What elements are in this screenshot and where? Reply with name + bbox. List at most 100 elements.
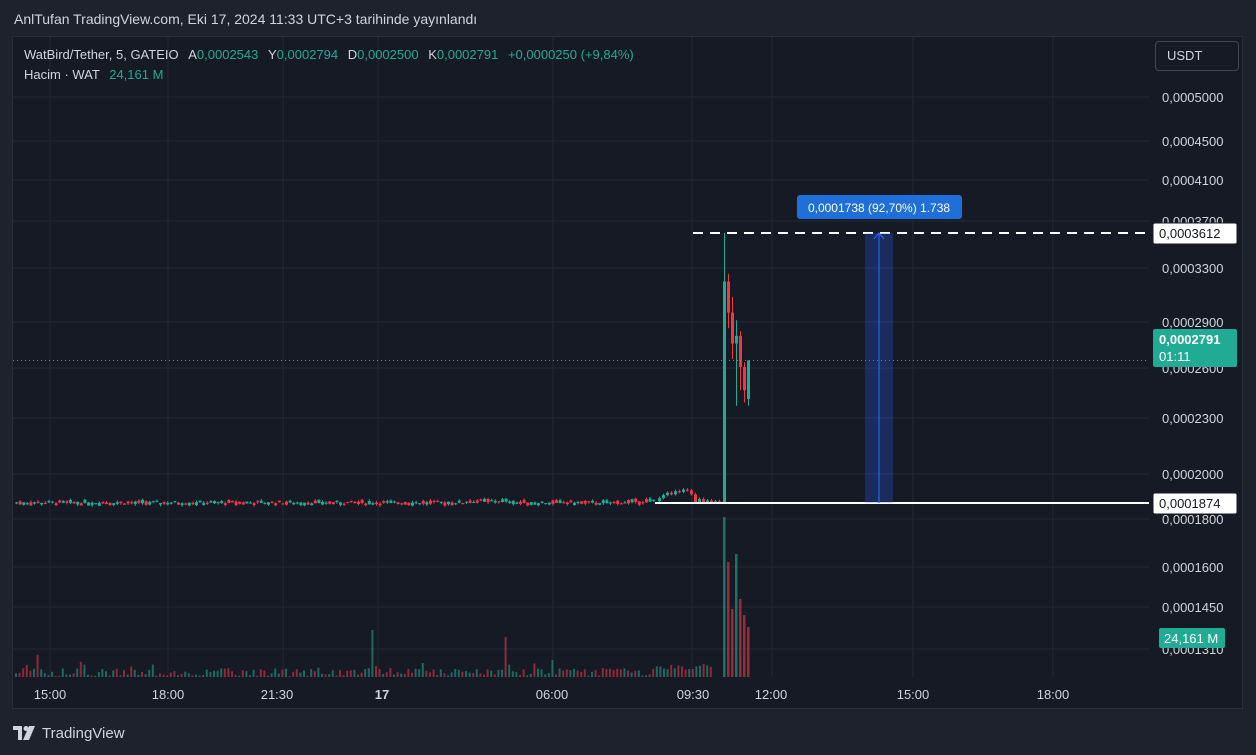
volume-bar — [619, 669, 622, 677]
candle — [666, 491, 669, 497]
volume-bar — [137, 674, 140, 677]
candle-body — [69, 499, 72, 503]
candle — [141, 498, 144, 505]
volume-bar — [691, 669, 694, 677]
tradingview-logo[interactable]: TradingView — [13, 723, 125, 743]
volume-bar — [295, 669, 298, 677]
volume-bar — [447, 675, 449, 677]
candle — [144, 500, 148, 506]
candle — [601, 499, 605, 505]
price-axis-tick: 0,0001800 — [1162, 512, 1223, 527]
candle — [87, 501, 90, 506]
candle-body — [490, 500, 494, 502]
candle — [540, 501, 544, 504]
volume-bar — [15, 673, 17, 677]
volume-bar — [54, 675, 57, 677]
volume-bar — [731, 609, 734, 677]
candle-body — [634, 498, 638, 502]
volume-bar — [421, 662, 424, 677]
volume-value: 24,161 M — [109, 67, 164, 82]
time-axis-tick: 18:00 — [152, 687, 185, 702]
volume-bar — [339, 670, 341, 677]
volume-bar — [418, 669, 421, 677]
volume-bar — [522, 669, 525, 677]
candle-body — [544, 503, 548, 505]
candle-body — [342, 503, 346, 505]
volume-bar — [227, 668, 230, 677]
candle — [349, 500, 353, 503]
candle-body — [658, 498, 661, 502]
candle-body — [739, 335, 742, 367]
candle — [511, 500, 515, 506]
candle-body — [292, 502, 296, 505]
candle-body — [450, 502, 454, 506]
volume-bar — [385, 672, 388, 677]
symbol-label[interactable]: WatBird/Tether, 5, GATEIO — [24, 47, 179, 62]
candle-body — [79, 503, 83, 506]
volume-bar — [346, 670, 349, 677]
candle-body — [694, 494, 697, 503]
volume-bar — [94, 675, 97, 677]
candle — [616, 500, 620, 506]
candle-body — [666, 492, 669, 496]
candle-body — [141, 499, 144, 504]
candle-body — [357, 501, 360, 504]
candle — [432, 499, 436, 504]
candle — [119, 501, 123, 505]
measure-arrow-head — [873, 232, 885, 240]
currency-button[interactable]: USDT — [1155, 41, 1239, 71]
volume-bar — [457, 669, 460, 677]
volume-bar — [519, 675, 521, 677]
candle-body — [331, 502, 335, 505]
candle-body — [310, 503, 314, 506]
candle — [371, 501, 375, 506]
volume-bar — [58, 675, 61, 677]
candle — [501, 498, 504, 503]
volume-label[interactable]: Hacim · WAT — [24, 67, 100, 82]
volume-bar — [119, 675, 122, 677]
candle — [202, 501, 206, 506]
volume-bar — [706, 665, 709, 677]
candle-body — [587, 501, 591, 503]
candle — [694, 492, 697, 504]
volume-bar — [601, 668, 604, 677]
volume-bar — [684, 669, 687, 677]
candle — [436, 499, 440, 503]
candle-body — [36, 501, 40, 503]
candle-body — [547, 502, 551, 505]
volume-bar — [209, 671, 212, 677]
price-axis-tick: 0,0002900 — [1162, 315, 1223, 330]
candle-body — [637, 501, 641, 505]
candle — [411, 500, 414, 507]
candle-body — [598, 503, 602, 505]
chart-canvas[interactable]: 0,00050000,00045000,00041000,00037000,00… — [13, 37, 1242, 708]
volume-bar — [357, 674, 359, 677]
candle-body — [112, 503, 116, 505]
candle — [18, 500, 22, 506]
candle-body — [22, 502, 26, 505]
candle — [522, 498, 526, 504]
volume-bar — [472, 673, 475, 677]
volume-bar — [623, 668, 626, 677]
volume-bar — [709, 666, 712, 677]
candle-body — [670, 492, 673, 495]
candle — [403, 501, 407, 505]
candle-body — [723, 281, 726, 503]
volume-bar — [216, 670, 219, 677]
volume-bar — [213, 670, 215, 677]
volume-bar — [663, 668, 665, 677]
candle-body — [130, 502, 134, 504]
candle — [454, 502, 458, 506]
candle — [400, 502, 404, 506]
chart-panel[interactable]: 0,0005000 0,0004500 0,0004100 0,0003700 0,00… — [12, 36, 1243, 709]
volume-bar — [396, 672, 399, 677]
candle — [328, 501, 332, 505]
candle — [389, 499, 393, 504]
volume-bar — [540, 669, 543, 677]
candle-body — [483, 498, 486, 502]
candle — [396, 501, 400, 505]
candle — [76, 501, 80, 507]
candle-body — [569, 500, 573, 503]
candle — [439, 501, 443, 505]
candle-body — [678, 491, 681, 493]
